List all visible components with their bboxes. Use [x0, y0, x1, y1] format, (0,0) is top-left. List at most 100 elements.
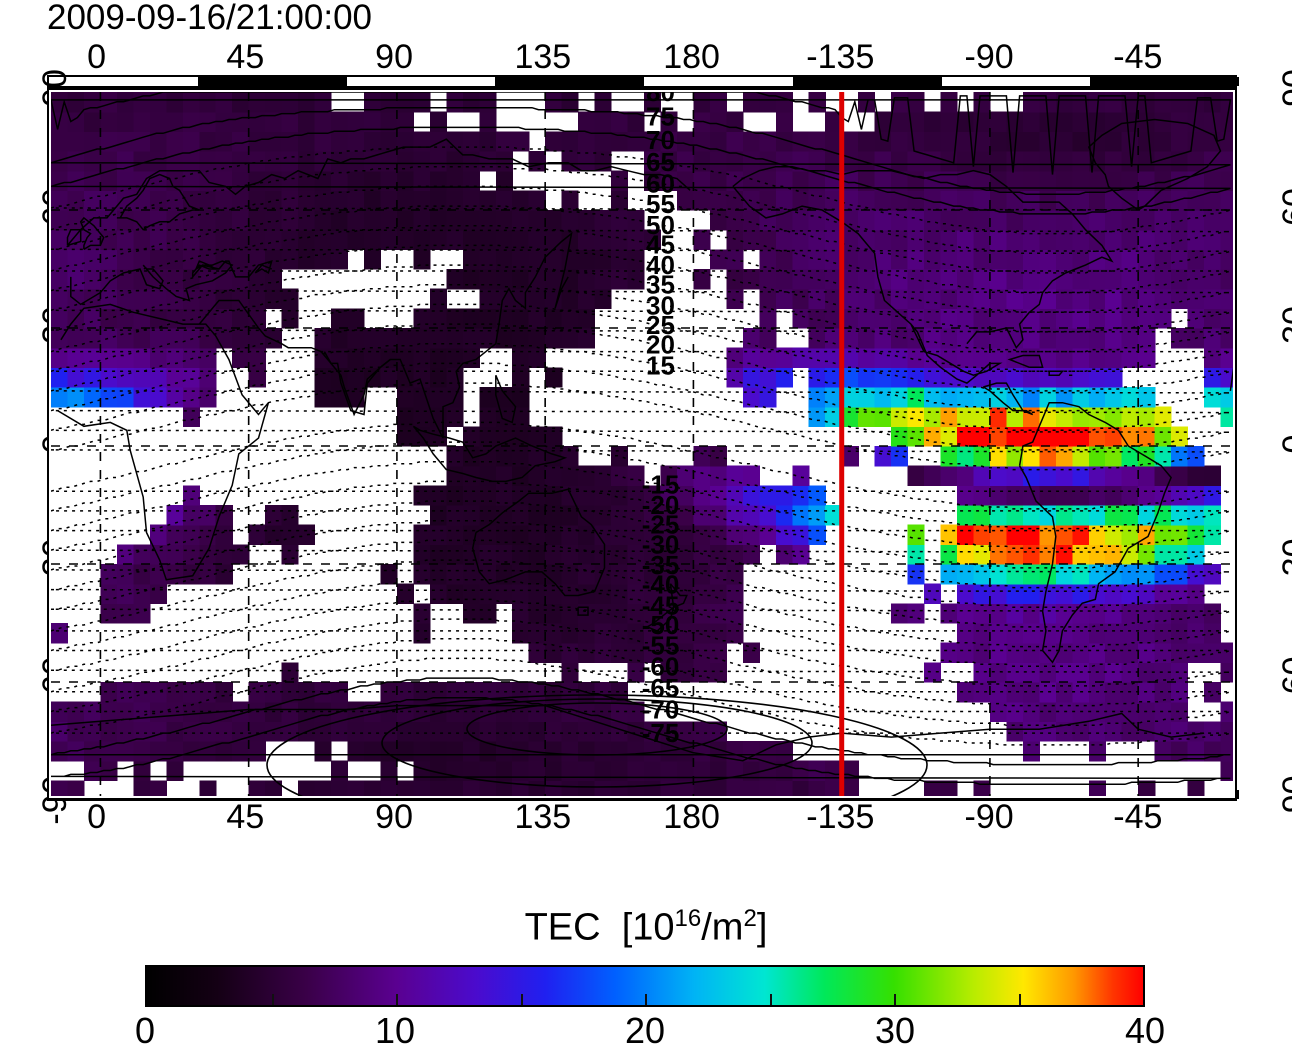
tec-cell [51, 210, 69, 231]
tec-cell [742, 505, 760, 526]
tec-cell [594, 780, 612, 796]
tec-cell [561, 308, 579, 329]
tec-cell [100, 603, 118, 624]
tec-cell [182, 308, 200, 329]
tec-cell [1105, 642, 1123, 663]
tec-cell [479, 92, 497, 113]
tec-cell [512, 308, 530, 329]
tec-cell [396, 701, 414, 722]
tec-cell [166, 682, 184, 703]
x-tick-label: 45 [226, 798, 265, 836]
tec-cell [644, 170, 662, 191]
tec-cell [1105, 190, 1123, 211]
tec-cell [116, 682, 134, 703]
tec-cell [644, 603, 662, 624]
tec-cell [676, 603, 694, 624]
y-tick-label: 0 [1276, 435, 1292, 454]
geomagnetic-contour-label: 65 [646, 147, 675, 177]
tec-cell [874, 406, 892, 427]
geomagnetic-contour [51, 421, 1231, 510]
tec-cell [726, 131, 744, 152]
tec-cell [116, 131, 134, 152]
tec-cell [232, 544, 250, 565]
y-tick-label: -90 [1276, 775, 1292, 825]
tec-cell [364, 249, 382, 270]
tec-cell [924, 406, 942, 427]
tec-cell [561, 190, 579, 211]
tec-cell [528, 583, 546, 604]
tec-cell [594, 485, 612, 506]
tec-cell [232, 328, 250, 349]
tec-cell [627, 249, 645, 270]
tec-cell [364, 151, 382, 172]
geomagnetic-contour-label: -70 [642, 695, 680, 725]
geomagnetic-contour-label: -50 [642, 610, 680, 640]
tec-cell [51, 367, 69, 388]
tec-cell [594, 288, 612, 309]
tec-cell [182, 347, 200, 368]
tec-cell [1039, 721, 1057, 742]
tec-cell [1138, 642, 1156, 663]
tec-cell [825, 269, 843, 290]
tec-map-plot[interactable]: 80 75 70 65 60 55 50 45 40 35 30 25 20 15 -15 -20 -25 -30… [47, 88, 1237, 800]
colorbar[interactable] [145, 965, 1145, 1007]
tec-cell [1105, 603, 1123, 624]
tec-cell [578, 721, 596, 742]
tec-cell [594, 111, 612, 132]
tec-cell [858, 387, 876, 408]
tec-cell [957, 367, 975, 388]
tec-cell [116, 583, 134, 604]
tec-cell [347, 780, 365, 796]
geomagnetic-contour-label: -35 [642, 550, 680, 580]
coastline [70, 259, 273, 306]
tec-cell [825, 367, 843, 388]
tec-cell [726, 249, 744, 270]
tec-cell [611, 741, 629, 762]
tec-cell [364, 170, 382, 191]
tec-cell [644, 760, 662, 781]
tec-cell [1187, 92, 1205, 113]
tec-cell [578, 269, 596, 290]
tec-cell [1088, 446, 1106, 467]
tec-cell [561, 249, 579, 270]
tec-cell [149, 249, 167, 270]
tec-cell [166, 111, 184, 132]
tec-cell [67, 92, 85, 113]
tec-cell [693, 662, 711, 683]
tec-cell [1220, 308, 1233, 329]
tec-cell [1171, 465, 1189, 486]
tec-cell [116, 288, 134, 309]
tec-cell [116, 111, 134, 132]
tec-cell [1154, 426, 1172, 447]
tec-cell [957, 229, 975, 250]
tec-cell [1187, 603, 1205, 624]
tec-cell [331, 780, 349, 796]
tec-cell [512, 524, 530, 545]
tec-cell [1039, 426, 1057, 447]
tec-cell [545, 131, 563, 152]
tec-cell [1138, 564, 1156, 585]
tec-cell [512, 269, 530, 290]
tec-cell [83, 760, 101, 781]
tec-cell [331, 111, 349, 132]
tec-cell [149, 92, 167, 113]
tec-cell [759, 210, 777, 231]
tec-cell [347, 721, 365, 742]
tec-cell [215, 544, 233, 565]
tec-cell [841, 190, 859, 211]
tec-cell [495, 524, 513, 545]
tec-cell [611, 465, 629, 486]
tec-cell [380, 564, 398, 585]
tec-cell [709, 662, 727, 683]
tec-cell [874, 328, 892, 349]
tec-cell [1187, 524, 1205, 545]
tec-cell [1072, 210, 1090, 231]
tec-cell [907, 603, 925, 624]
colorbar-unit-close: ] [756, 906, 768, 949]
tec-cell [1072, 544, 1090, 565]
tec-cell [1022, 249, 1040, 270]
geomagnetic-contour-label: -40 [642, 570, 680, 600]
tec-cell [578, 780, 596, 796]
tec-cell [973, 367, 991, 388]
tec-cell [808, 249, 826, 270]
